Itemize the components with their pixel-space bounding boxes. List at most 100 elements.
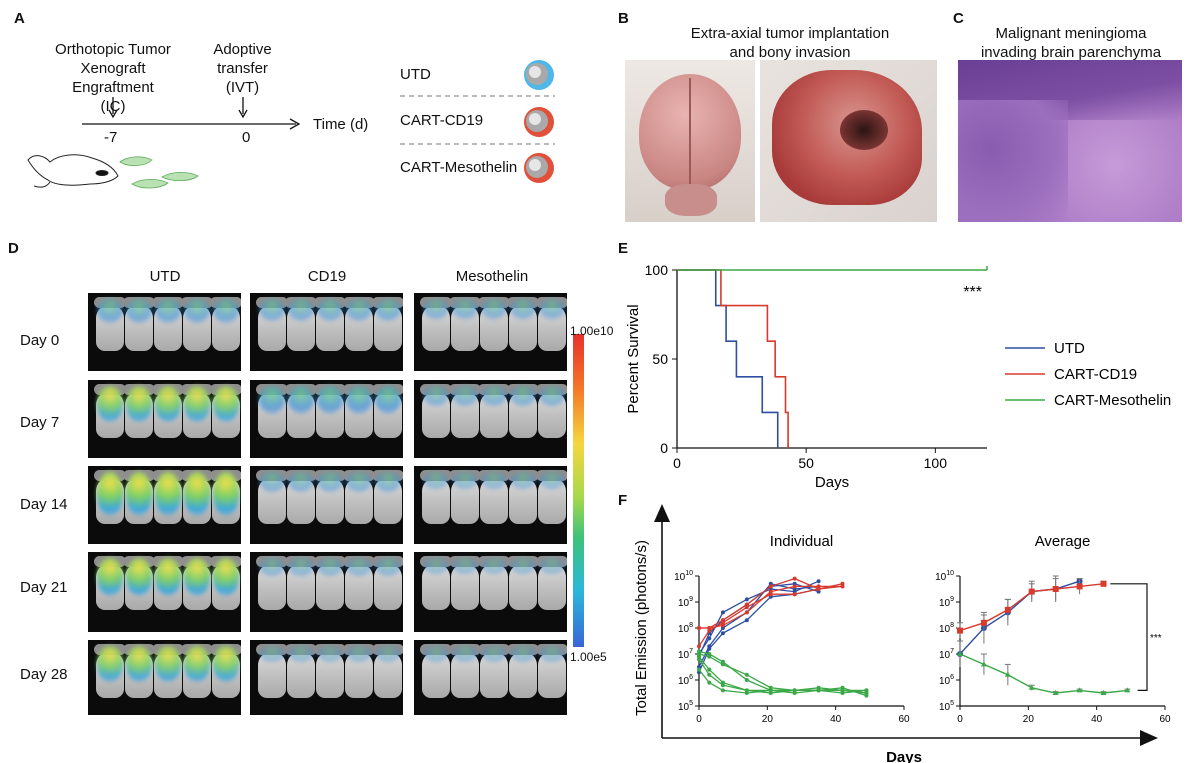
- x-tick-label: 0: [957, 714, 963, 725]
- scale-max-label: 1.00e10: [570, 324, 614, 338]
- individual-point: [792, 691, 797, 695]
- x-tick-label: 0: [696, 714, 702, 725]
- tick-exponent: 5: [689, 700, 693, 707]
- signal-overlay: [97, 472, 123, 516]
- individual-point: [697, 667, 701, 672]
- individual-mouse-line: [699, 585, 843, 629]
- average-point: [1028, 588, 1035, 595]
- column-label-mesothelin: Mesothelin: [455, 268, 529, 285]
- signal-overlay: [539, 299, 565, 319]
- tick-exponent: 10: [946, 570, 954, 577]
- individual-point: [720, 631, 725, 636]
- signal-overlay: [155, 299, 181, 323]
- signal-overlay: [288, 646, 314, 662]
- ivis-panel: [250, 552, 403, 632]
- individual-point: [720, 680, 725, 685]
- mouse-image: [285, 644, 317, 698]
- tick-exponent: 7: [689, 648, 693, 655]
- individual-point: [744, 605, 749, 610]
- signal-overlay: [375, 646, 401, 662]
- chart-title: Individual: [770, 533, 833, 550]
- y-tick-label: 108: [678, 622, 693, 635]
- x-axis-title: Days: [815, 474, 849, 491]
- average-point: [1100, 690, 1107, 695]
- signal-overlay: [510, 299, 536, 319]
- signal-overlay: [259, 299, 285, 321]
- signal-overlay: [375, 472, 401, 492]
- signal-overlay: [126, 558, 152, 596]
- mouse-image: [478, 644, 510, 698]
- mouse-image: [285, 556, 317, 610]
- ivis-panel: [88, 466, 241, 544]
- individual-point: [707, 628, 712, 633]
- signal-overlay: [184, 646, 210, 682]
- tick-minus-seven: -7: [104, 129, 118, 146]
- panel-label-c: C: [953, 10, 964, 27]
- signal-overlay: [184, 558, 210, 596]
- signal-overlay: [452, 299, 478, 319]
- average-line: [959, 653, 1128, 694]
- time-axis-arrowhead: [289, 118, 301, 130]
- individual-point: [707, 636, 712, 641]
- mouse-image: [478, 556, 510, 610]
- mouse-image: [343, 556, 375, 610]
- individual-point: [840, 584, 845, 589]
- ivis-panel: [250, 640, 403, 715]
- signal-overlay: [510, 472, 536, 489]
- significance-bracket: [1110, 583, 1148, 691]
- signal-overlay: [481, 299, 507, 319]
- signal-overlay: [346, 558, 372, 576]
- mouse-image: [314, 556, 346, 610]
- mouse-image: [507, 556, 539, 610]
- group-label-meso: CART-Mesothelin: [400, 159, 518, 176]
- transfer-line-3: (IVT): [225, 79, 260, 96]
- panel-c-title: Malignant meningioma invading brain pare…: [960, 24, 1182, 62]
- ivis-panel: [88, 293, 241, 371]
- x-tick-label: 0: [673, 455, 681, 471]
- ivis-panel: [88, 380, 241, 458]
- x-tick-label: 60: [898, 714, 910, 725]
- signal-overlay: [317, 299, 343, 321]
- signal-overlay: [539, 386, 565, 406]
- average-point: [1028, 684, 1035, 690]
- survival-chart: 0 50 100 0 50 100 Days Percent Survival *** UTD CA…: [625, 262, 1171, 491]
- signal-overlay: [288, 558, 314, 576]
- signal-overlay: [317, 386, 343, 414]
- individual-point: [744, 688, 749, 693]
- individual-point: [768, 688, 773, 693]
- panel-label-d: D: [8, 240, 19, 257]
- individual-point: [707, 680, 712, 685]
- ivis-panel: [88, 552, 241, 632]
- mouse-image: [449, 470, 481, 524]
- x-tick-label: 20: [762, 714, 774, 725]
- signal-overlay: [317, 558, 343, 576]
- emission-charts: Total Emission (photons/s) Days Individual…: [633, 504, 1171, 763]
- ivis-panel: [250, 380, 403, 458]
- individual-point: [744, 597, 749, 602]
- tick-exponent: 9: [689, 596, 693, 603]
- signal-overlay: [97, 299, 123, 323]
- ivis-panel: [250, 466, 403, 544]
- panel-label-e: E: [618, 240, 629, 257]
- mouse-image: [449, 556, 481, 610]
- signal-overlay: [288, 299, 314, 321]
- individual-point: [792, 592, 797, 597]
- signal-overlay: [126, 386, 152, 422]
- panel-b-title: Extra-axial tumor implantation and bony …: [640, 24, 940, 62]
- signal-overlay: [481, 386, 507, 406]
- mouse-image: [536, 644, 567, 698]
- cell-cd19-icon: [524, 107, 554, 137]
- individual-point: [816, 688, 821, 693]
- y-tick-label: 1010: [674, 570, 693, 583]
- transfer-label: Adoptive transfer (IVT): [200, 40, 285, 97]
- y-tick-label: 107: [678, 648, 693, 661]
- row-label-day-14: Day 14: [20, 496, 68, 513]
- signal-overlay: [510, 558, 536, 574]
- engraft-arrowhead: [108, 109, 118, 119]
- mouse-image: [256, 556, 288, 610]
- individual-point: [816, 587, 821, 591]
- panel-label-a: A: [14, 10, 25, 27]
- individual-mouse-line: [698, 580, 819, 655]
- emission-y-title: Total Emission (photons/s): [633, 540, 650, 716]
- signal-overlay: [423, 646, 449, 662]
